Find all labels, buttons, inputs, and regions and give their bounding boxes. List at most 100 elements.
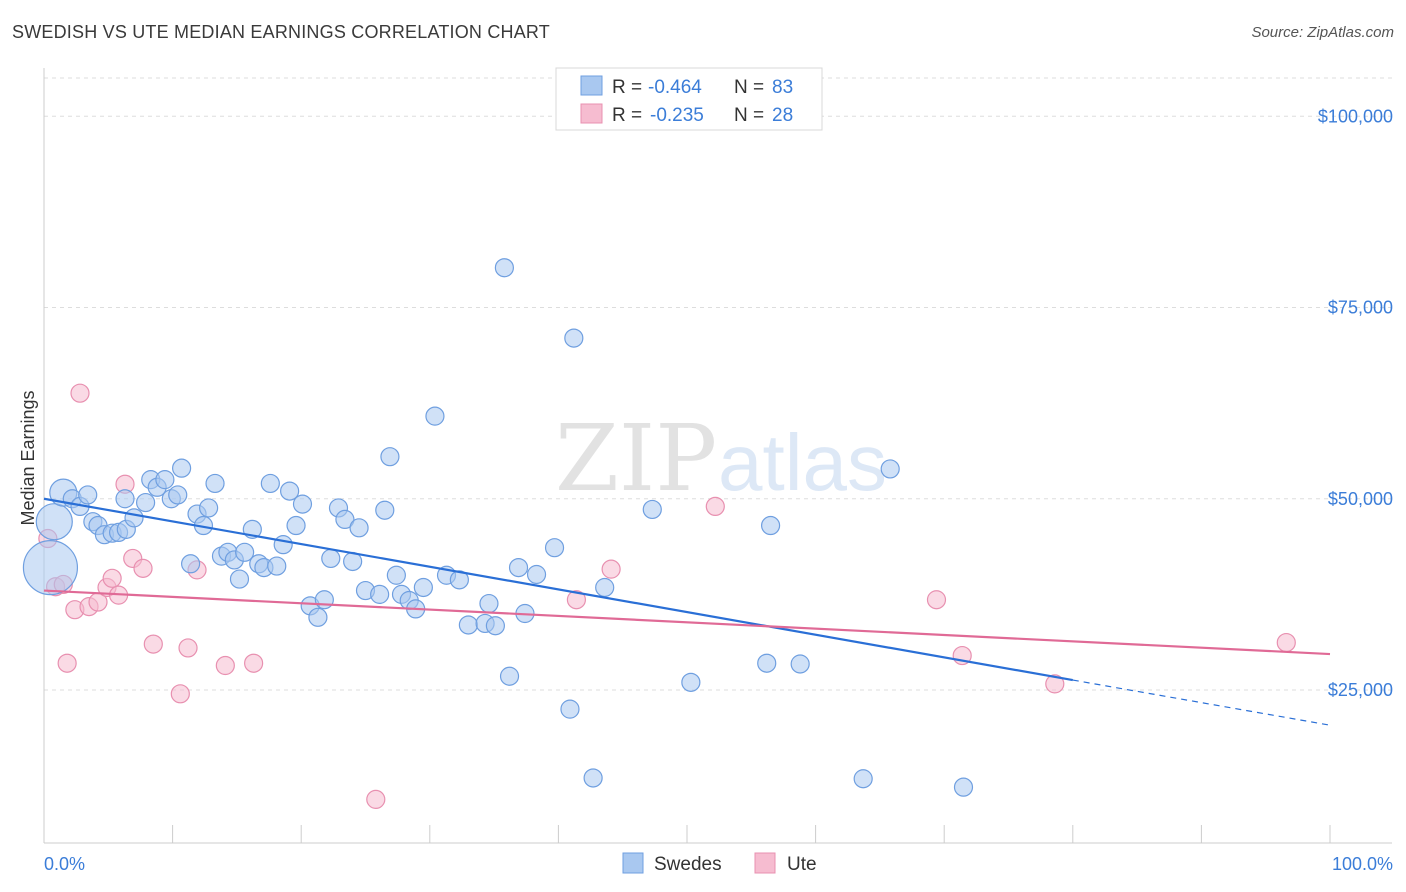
swedes-point [115, 489, 135, 509]
bottom-legend-label-ute: Ute [787, 854, 817, 875]
y-tick-label: $100,000 [1318, 106, 1393, 126]
swedes-point [642, 499, 662, 520]
swedes-point [880, 459, 900, 479]
legend-r-label-swedes: R = [612, 77, 642, 98]
swedes-point [321, 548, 341, 569]
y-ticks: $25,000 $50,000 $75,000 $100,000 [1318, 106, 1393, 700]
swedes-point [760, 515, 781, 536]
ute-point [70, 383, 90, 403]
y-tick-label: $75,000 [1328, 298, 1393, 318]
ute-point [178, 638, 198, 658]
bottom-legend-swatch-swedes [622, 852, 644, 874]
swedes-point [292, 494, 313, 514]
trend-line-swedes [43, 497, 1073, 682]
ute-point [705, 496, 725, 516]
swedes-point [499, 666, 520, 686]
legend-swatch-swedes [580, 75, 603, 96]
swedes-point [526, 564, 547, 585]
swedes-point [953, 777, 974, 797]
ute-point [215, 655, 235, 676]
x-ticks: 0.0% 100.0% [44, 854, 1393, 874]
grid-lines [44, 77, 1392, 691]
ute-point [1276, 632, 1296, 653]
swedes-point [155, 470, 175, 490]
watermark-atlas: atlas [718, 418, 887, 507]
swedes-point [168, 485, 188, 505]
swedes-point [386, 565, 406, 585]
legend-n-value-swedes: 83 [772, 77, 793, 98]
swedes-point [335, 509, 355, 530]
swedes-point [413, 577, 433, 598]
trend-line-swedes-extension [1072, 679, 1331, 726]
swedes-point [308, 607, 328, 627]
swedes-point [479, 593, 499, 614]
swedes-point [564, 328, 584, 348]
swedes-point [583, 768, 603, 788]
ute-point [143, 634, 163, 654]
swedes-point [235, 542, 255, 562]
ute-point [366, 789, 386, 809]
legend-r-value-ute: -0.235 [650, 105, 704, 126]
swedes-point [349, 518, 369, 538]
ute-point [102, 568, 122, 588]
swedes-point [229, 569, 250, 589]
ute-point [133, 558, 153, 578]
ute-point [926, 590, 947, 610]
swedes-point [790, 654, 810, 674]
legend-r-value-swedes: -0.464 [648, 77, 702, 98]
swedes-point [544, 538, 565, 558]
swedes-point [485, 616, 505, 636]
swedes-point [380, 447, 400, 467]
swedes-point [757, 653, 777, 673]
swedes-point [78, 485, 98, 505]
swedes-point [458, 615, 478, 635]
legend-n-value-ute: 28 [772, 105, 793, 126]
swedes-point [135, 492, 156, 513]
bottom-legend-swatch-ute [754, 852, 776, 874]
legend-n-label-swedes: N = [734, 77, 764, 98]
swedes-point [260, 473, 280, 494]
swedes-point [172, 458, 192, 478]
legend-top: R = -0.464 N = 83 R = -0.235 N = 28 [555, 67, 823, 131]
ute-point [566, 590, 587, 610]
swedes-point [375, 500, 395, 520]
ute-point [57, 653, 77, 673]
trend-lines [43, 497, 1331, 726]
swedes-point [280, 481, 300, 501]
x-tick-label-max: 100.0% [1332, 854, 1393, 874]
y-axis-label: Median Earnings [18, 390, 38, 525]
bottom-legend-label-swedes: Swedes [654, 854, 722, 875]
series-swedes-points [22, 258, 974, 797]
legend-swatch-ute [580, 103, 603, 124]
y-tick-label: $50,000 [1328, 489, 1393, 509]
axes [43, 68, 1392, 844]
swedes-point [494, 258, 514, 278]
swedes-point [199, 498, 219, 518]
ute-point [1045, 674, 1065, 694]
swedes-point [560, 699, 580, 719]
swedes-point [22, 539, 79, 596]
swedes-point [205, 473, 225, 494]
swedes-point [314, 590, 334, 610]
legend-n-label-ute: N = [734, 105, 764, 126]
legend-r-label-ute: R = [612, 105, 642, 126]
chart-source: Source: ZipAtlas.com [1251, 24, 1394, 41]
swedes-point [267, 556, 287, 576]
legend-bottom: Swedes Ute [622, 852, 817, 875]
watermark-zip: ZIP [555, 405, 717, 512]
swedes-point [853, 769, 873, 789]
y-tick-label: $25,000 [1328, 680, 1393, 700]
swedes-point [181, 554, 201, 574]
swedes-point [124, 508, 144, 528]
swedes-point [286, 515, 306, 536]
swedes-point [273, 535, 293, 555]
swedes-point [595, 577, 615, 598]
swedes-point [425, 406, 445, 426]
ute-point [601, 559, 621, 579]
swedes-point [681, 672, 701, 692]
chart-title: SWEDISH VS UTE MEDIAN EARNINGS CORRELATI… [12, 22, 550, 42]
swedes-point [370, 584, 390, 604]
ute-point [244, 653, 264, 673]
swedes-point [35, 503, 73, 541]
